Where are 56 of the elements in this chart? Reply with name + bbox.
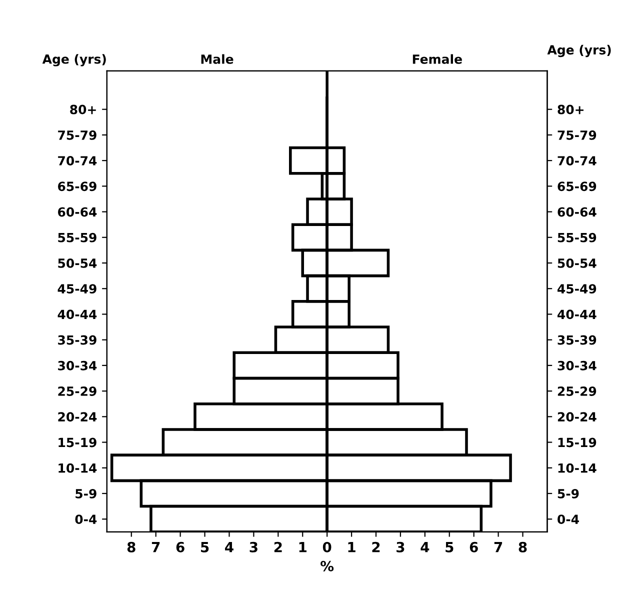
x-tick-label: 4 [225,542,234,552]
y2-tick-label: 40-44 [58,310,97,320]
x-tick-label: 2 [274,542,282,552]
x-tick-label: 6 [176,542,184,552]
y-tick-label: 75-79 [558,130,596,140]
y-axis-title: Age (yrs) [42,54,106,66]
y2-tick-label: 50-54 [58,258,97,268]
y2-tick-label: 10-14 [58,463,97,473]
y-tick-label: 45-49 [558,284,596,294]
y-tick-label: 5-9 [558,488,579,498]
y2-tick-label: 35-39 [58,335,96,345]
y2-tick-label: 55-59 [58,232,96,242]
y-tick-label: 40-44 [558,310,596,320]
y2-tick-label: 60-64 [58,207,97,217]
y2-tick-label: 30-34 [58,360,97,370]
x-tick-label: 4 [420,542,430,552]
y2-tick-label: 20-24 [58,412,97,422]
y-tick-label: 80+ [558,104,584,114]
x-tick-label: 7 [494,542,502,552]
y2-tick-label: 70-74 [58,156,97,166]
y2-tick-label: 15-19 [58,438,96,448]
x-tick-label: 6 [470,542,478,552]
y2-tick-label: 45-49 [58,284,96,294]
y-tick-label: 15-19 [558,438,596,448]
text: Female [412,54,462,64]
y-tick-label: 20-24 [558,412,596,422]
x-tick-label: 3 [396,542,404,552]
x-tick-label: 1 [299,542,306,552]
x-tick-label: 2 [372,542,380,552]
y-tick-label: 0-4 [558,514,579,524]
y2-tick-label: 75-79 [58,130,96,140]
y-tick-label: 60-64 [558,207,596,217]
x-tick-label: 3 [250,542,258,552]
y2-tick-label: 0-4 [75,514,97,524]
x-axis-title: % [320,560,334,572]
y2-tick-label: 65-69 [58,182,96,192]
y-tick-label: 30-34 [558,360,596,370]
y2-tick-label: 25-29 [58,386,96,396]
x-tick-label: 0 [322,542,332,552]
y-tick-label: 65-69 [558,182,596,192]
y2-tick-label: 80+ [70,104,96,114]
y-tick-label: 55-59 [558,232,596,242]
x-tick-label: 1 [348,542,356,552]
y-tick-label: 35-39 [558,335,596,345]
text: Male [201,54,234,64]
y-tick-label: 50-54 [558,258,596,268]
x-tick-label: 5 [446,542,454,552]
x-tick-label: 5 [201,542,209,552]
y-tick-label: 10-14 [558,463,596,473]
y2-axis-title: Age (yrs) [547,44,611,58]
y-tick-label: 70-74 [558,156,596,166]
y2-tick-label: 5-9 [76,488,96,498]
x-tick-label: 7 [152,542,160,552]
x-tick-label: 8 [127,542,136,552]
x-tick-label: 8 [518,542,527,552]
y-tick-label: 25-29 [558,386,596,396]
